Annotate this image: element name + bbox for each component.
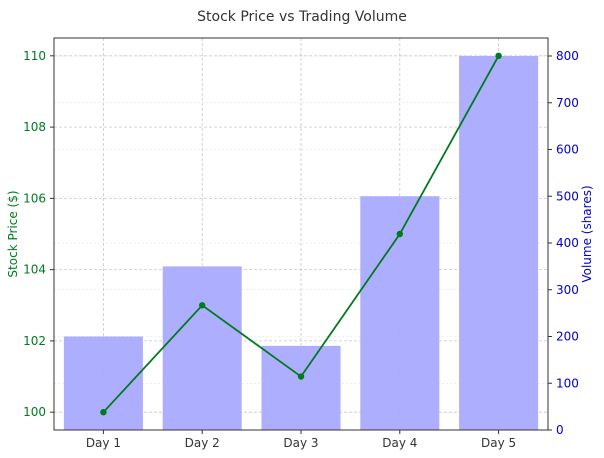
x-tick-label: Day 2 <box>185 436 220 450</box>
price-point <box>396 230 403 238</box>
left-tick-label: 110 <box>23 49 46 63</box>
right-tick-label: 400 <box>556 236 579 250</box>
right-tick-label: 300 <box>556 283 579 297</box>
left-tick-label: 102 <box>23 334 46 348</box>
right-tick-label: 100 <box>556 376 579 390</box>
left-tick-label: 108 <box>23 120 46 134</box>
x-tick-label: Day 4 <box>382 436 417 450</box>
price-point <box>199 302 206 309</box>
x-tick-label: Day 3 <box>283 436 318 450</box>
left-axis-ticks: 100 102 104 106 108 110 <box>23 49 54 419</box>
right-tick-label: 800 <box>556 49 579 63</box>
left-tick-label: 106 <box>23 191 46 205</box>
left-axis-label: Stock Price ($) <box>6 190 20 277</box>
volume-bar <box>162 266 242 430</box>
right-axis-label: Volume (shares) <box>580 185 594 282</box>
x-axis-ticks: Day 1 Day 2 Day 3 Day 4 Day 5 <box>86 430 516 450</box>
left-tick-label: 100 <box>23 405 46 419</box>
volume-bar <box>459 56 539 430</box>
price-point <box>100 408 107 416</box>
right-tick-label: 200 <box>556 330 579 344</box>
price-point <box>495 52 502 60</box>
right-tick-label: 600 <box>556 143 579 157</box>
right-tick-label: 700 <box>556 96 579 110</box>
x-tick-label: Day 5 <box>481 436 516 450</box>
right-axis-ticks: 0 100 200 300 400 500 600 700 800 <box>548 49 579 437</box>
price-point <box>297 373 305 380</box>
price-line <box>100 52 502 416</box>
right-tick-label: 0 <box>556 423 564 437</box>
chart-title: Stock Price vs Trading Volume <box>197 9 407 25</box>
right-tick-label: 500 <box>556 189 579 203</box>
x-tick-label: Day 1 <box>86 436 121 450</box>
volume-bar <box>261 345 341 430</box>
left-tick-label: 104 <box>23 263 46 277</box>
